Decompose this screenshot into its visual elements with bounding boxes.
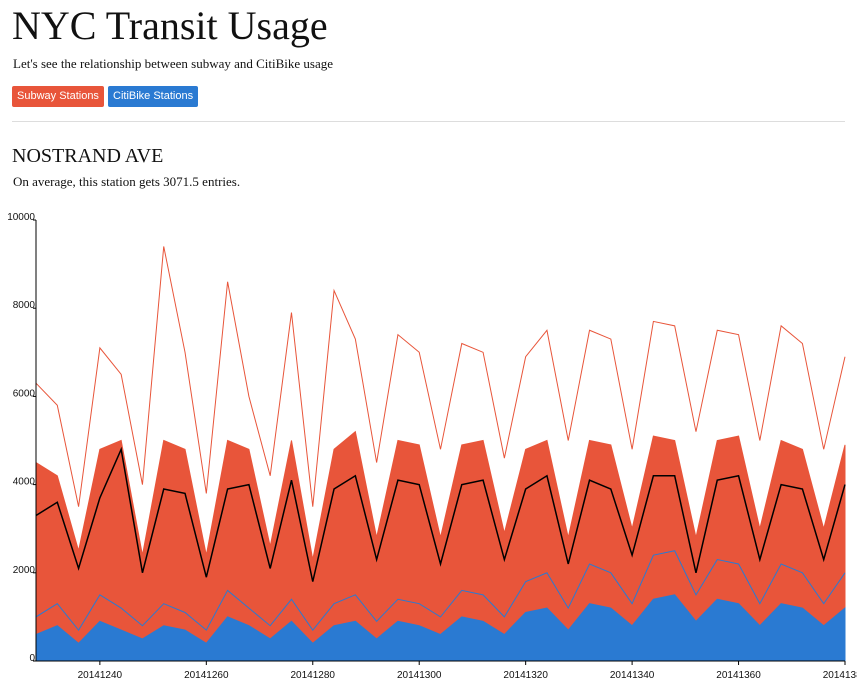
x-tick-label: 20141360 xyxy=(716,670,761,681)
divider xyxy=(12,121,845,122)
page-title: NYC Transit Usage xyxy=(12,3,328,48)
y-tick-label: 0 xyxy=(29,653,35,664)
axes: 0 2000 4000 6000 8000 10000 20141240 20141260 20… xyxy=(7,212,857,681)
station-summary: On average, this station gets 3071.5 ent… xyxy=(13,174,241,189)
subtitle: Let's see the relationship between subwa… xyxy=(13,56,334,71)
citibike-button[interactable]: CitiBike Stations xyxy=(108,86,199,107)
x-tick-label: 20141240 xyxy=(78,670,123,681)
subway-button[interactable]: Subway Stations xyxy=(12,86,104,107)
x-tick-label: 20141300 xyxy=(397,670,442,681)
series-area xyxy=(36,430,846,662)
x-tick-label: 20141320 xyxy=(503,670,548,681)
series-line xyxy=(36,446,846,582)
series-area xyxy=(36,594,846,662)
x-tick-label: 20141340 xyxy=(610,670,655,681)
y-tick-label: 4000 xyxy=(13,477,36,488)
x-tick-label: 20141260 xyxy=(184,670,229,681)
y-tick-label: 10000 xyxy=(7,212,35,223)
station-name: NOSTRAND AVE xyxy=(12,145,164,167)
y-tick-label: 8000 xyxy=(13,300,36,311)
plot-area xyxy=(36,246,846,662)
y-tick-label: 6000 xyxy=(13,388,36,399)
x-tick-label: 20141280 xyxy=(291,670,336,681)
series-line xyxy=(36,246,846,507)
x-tick-label: 20141380 xyxy=(823,670,857,681)
y-tick-label: 2000 xyxy=(13,565,36,576)
series-line xyxy=(36,550,846,632)
